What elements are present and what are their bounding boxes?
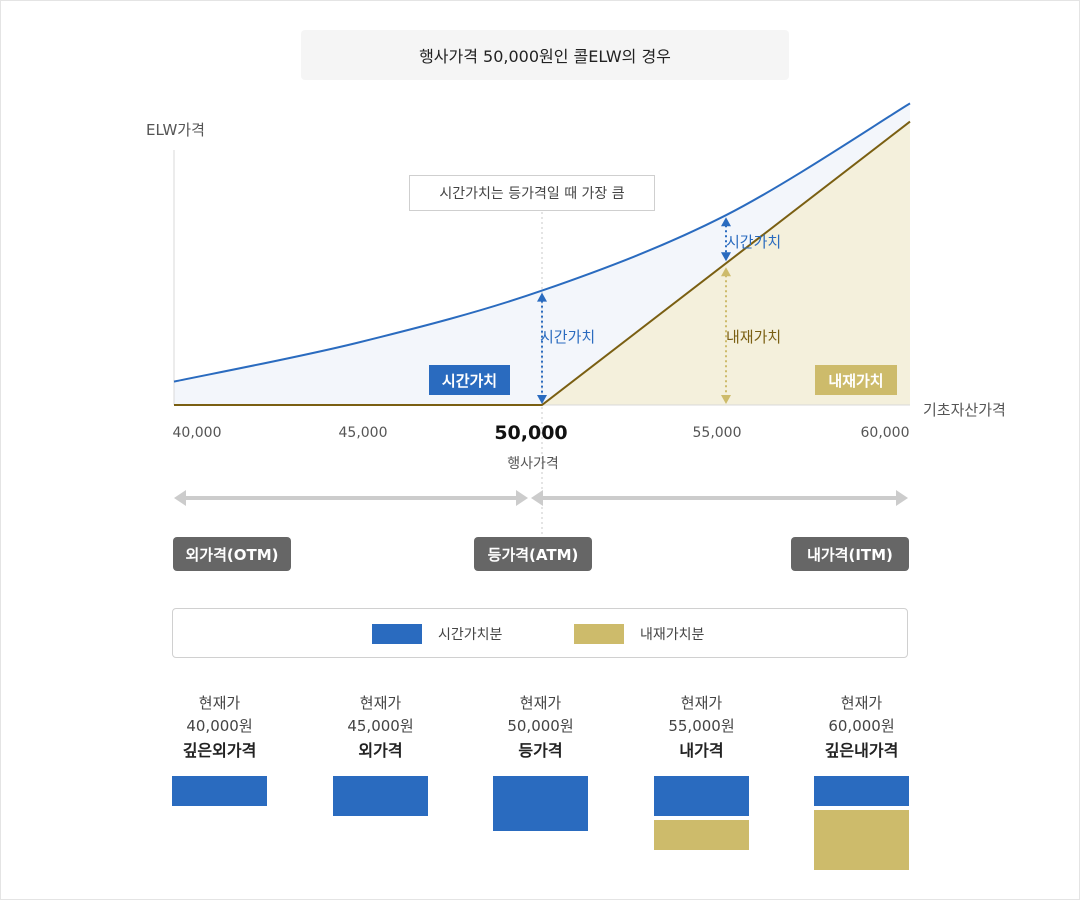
scenario-price: 55,000원 bbox=[668, 717, 735, 735]
atm-time-value-arrow-head-down bbox=[537, 395, 547, 404]
intrinsic-value-tag: 내재가치 bbox=[815, 365, 897, 395]
y-axis-label: ELW가격 bbox=[146, 121, 205, 139]
otm-badge: 외가격(OTM) bbox=[173, 537, 291, 571]
scenario-line1: 현재가 bbox=[680, 694, 723, 712]
legend-intrinsic-value: 내재가치분 bbox=[574, 624, 704, 644]
time-value-tag: 시간가치 bbox=[429, 365, 510, 395]
scenario-status: 내가격 bbox=[679, 741, 724, 760]
x-tick-50000: 50,000 bbox=[494, 422, 568, 444]
strike-price-label: 행사가격 bbox=[507, 456, 559, 472]
legend-time-value: 시간가치분 bbox=[372, 624, 502, 644]
x-axis-label: 기초자산가격 bbox=[923, 401, 1006, 419]
x-tick-40000: 40,000 bbox=[172, 425, 222, 441]
scenario-column: 현재가 50,000원 등가격 bbox=[493, 692, 588, 764]
elw-price-curve bbox=[173, 102, 911, 383]
intrinsic-value-bar bbox=[814, 810, 909, 870]
scenario-column: 현재가 45,000원 외가격 bbox=[333, 692, 428, 764]
legend-intrinsic-swatch bbox=[574, 624, 624, 644]
itm-range-arrow-head-left bbox=[531, 490, 543, 506]
time-value-bar bbox=[333, 776, 428, 816]
scenario-line1: 현재가 bbox=[519, 694, 562, 712]
time-value-itm-label: 시간가치 bbox=[726, 233, 782, 251]
itm-badge: 내가격(ITM) bbox=[791, 537, 909, 571]
atm-badge: 등가격(ATM) bbox=[474, 537, 592, 571]
intrinsic-value-itm-label: 내재가치 bbox=[726, 328, 782, 346]
legend-time-label: 시간가치분 bbox=[438, 627, 503, 643]
itm-range-arrow-head-right bbox=[896, 490, 908, 506]
scenario-status: 외가격 bbox=[358, 741, 403, 760]
legend-intrinsic-label: 내재가치분 bbox=[640, 627, 705, 643]
atm-callout: 시간가치는 등가격일 때 가장 큼 bbox=[409, 175, 655, 211]
scenario-column: 현재가 60,000원 깊은내가격 bbox=[814, 692, 909, 764]
otm-range-arrow-head-right bbox=[516, 490, 528, 506]
time-value-bar bbox=[814, 776, 909, 806]
time-value-area bbox=[174, 103, 910, 406]
itm-time-value-arrow-head-up bbox=[721, 217, 731, 227]
intrinsic-value-bar bbox=[654, 820, 749, 850]
scenario-status: 등가격 bbox=[518, 741, 563, 760]
legend-time-swatch bbox=[372, 624, 422, 644]
x-tick-45000: 45,000 bbox=[338, 425, 388, 441]
legend: 시간가치분 내재가치분 bbox=[172, 608, 908, 658]
scenario-price: 40,000원 bbox=[186, 717, 253, 735]
time-value-bar bbox=[493, 776, 588, 831]
atm-time-value-arrow-head-up bbox=[537, 292, 547, 302]
scenario-line1: 현재가 bbox=[198, 694, 241, 712]
itm-intrinsic-arrow-head-up bbox=[721, 267, 731, 277]
intrinsic-value-line bbox=[174, 120, 911, 406]
scenario-status: 깊은외가격 bbox=[182, 741, 257, 760]
chart-title: 행사가격 50,000원인 콜ELW의 경우 bbox=[301, 30, 789, 80]
time-value-bar bbox=[654, 776, 749, 816]
time-value-bar bbox=[172, 776, 267, 806]
scenario-price: 45,000원 bbox=[347, 717, 414, 735]
time-value-atm-label: 시간가치 bbox=[540, 328, 596, 346]
scenario-price: 50,000원 bbox=[507, 717, 574, 735]
itm-time-value-arrow-head-down bbox=[721, 252, 731, 262]
scenario-line1: 현재가 bbox=[359, 694, 402, 712]
otm-range-arrow-head-left bbox=[174, 490, 186, 506]
itm-intrinsic-arrow-head-down bbox=[721, 395, 731, 404]
x-tick-60000: 60,000 bbox=[860, 425, 910, 441]
scenario-status: 깊은내가격 bbox=[824, 741, 899, 760]
x-tick-55000: 55,000 bbox=[692, 425, 742, 441]
scenario-price: 60,000원 bbox=[828, 717, 895, 735]
scenario-column: 현재가 40,000원 깊은외가격 bbox=[172, 692, 267, 764]
scenario-column: 현재가 55,000원 내가격 bbox=[654, 692, 749, 764]
scenario-line1: 현재가 bbox=[840, 694, 883, 712]
